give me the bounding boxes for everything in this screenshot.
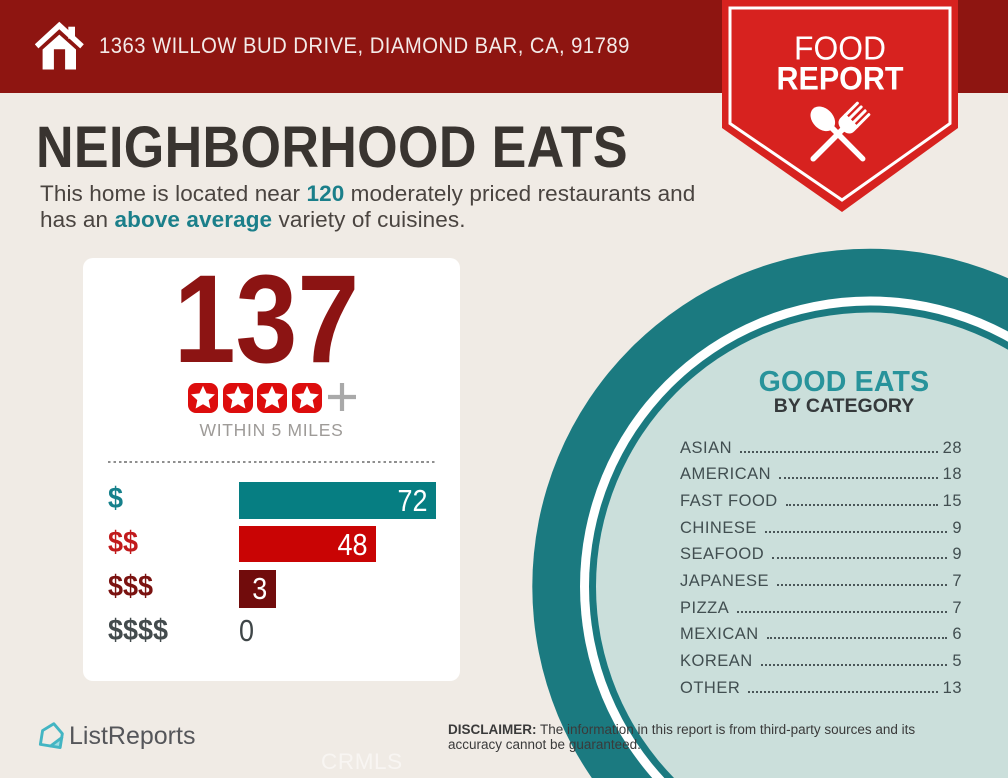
svg-text:FOOD: FOOD (794, 30, 886, 67)
svg-text:REPORT: REPORT (777, 61, 904, 97)
